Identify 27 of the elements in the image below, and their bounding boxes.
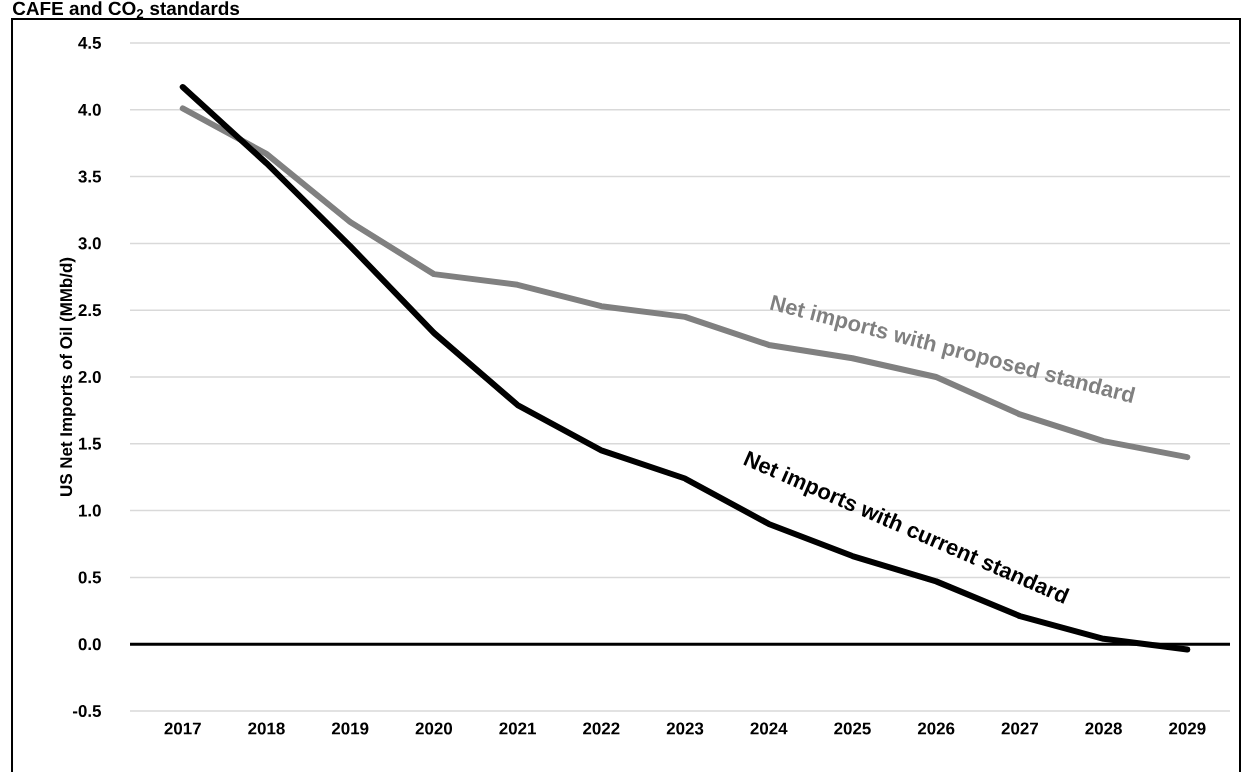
x-tick-label: 2025 [834,722,871,735]
x-tick-label: 2024 [750,722,788,735]
y-tick-label: 1.5 [79,437,102,450]
x-tick-label: 2022 [583,722,620,735]
x-tick-label: 2028 [1085,722,1122,735]
x-tick-label: 2021 [499,722,536,735]
y-tick-label: 1.0 [79,504,101,517]
y-tick-label: 0.5 [78,571,102,584]
x-tick-label: 2026 [917,722,955,735]
annotation: Net imports with proposed standard [770,294,1136,403]
x-tick-label: 2019 [331,722,369,735]
y-tick-label: 3.0 [78,237,101,250]
y-tick-label: 4.0 [78,103,101,116]
x-tick-label: 2017 [164,722,201,735]
y-tick-label: 2.0 [78,370,101,383]
x-tick-label: 2023 [666,722,704,735]
x-tick-label: 2029 [1169,722,1206,735]
x-tick-label: 2027 [1001,722,1038,735]
chart-title: CAFE and CO$_{2}$ standards [12,1,240,19]
y-tick-label: 3.5 [78,170,102,183]
y-axis-title: US Net Imports of Oil (MMb/d) [59,257,76,496]
y-tick-label: -0.5 [72,704,102,717]
y-tick-label: 0.0 [78,638,101,651]
x-tick-label: 2018 [248,722,285,735]
x-tick-label: 2020 [415,722,453,735]
y-tick-label: 4.5 [78,37,102,49]
y-tick-label: 2.5 [78,304,102,317]
